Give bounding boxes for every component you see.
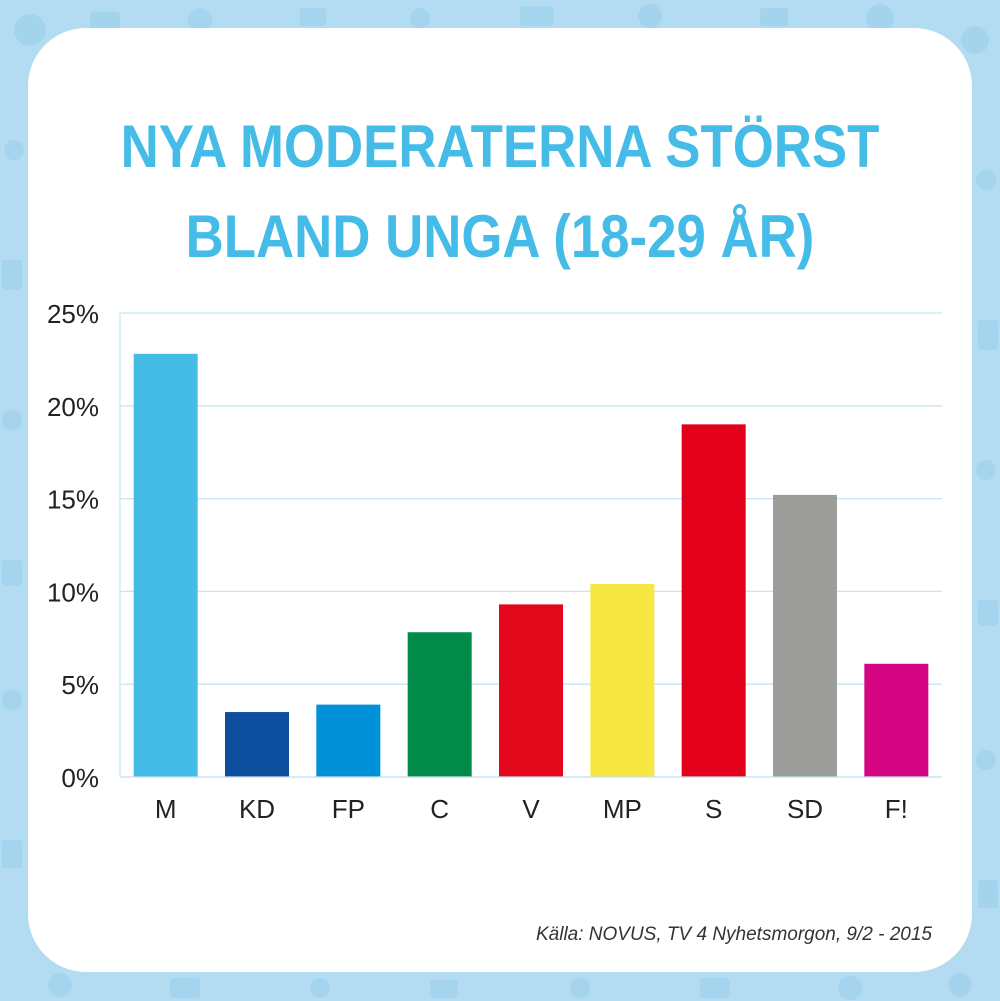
- bar-mp: [590, 583, 655, 777]
- bar-v: [499, 604, 563, 777]
- bar-sd: [773, 494, 837, 777]
- y-tick-label: 25%: [47, 299, 99, 329]
- bar-c: [407, 632, 472, 777]
- y-tick-label: 20%: [47, 392, 99, 422]
- y-tick-label: 15%: [47, 485, 99, 515]
- chart-title: NYA MODERATERNA STÖRST BLAND UNGA (18-29…: [85, 102, 916, 282]
- x-tick-label: MP: [603, 794, 642, 824]
- x-tick-label: KD: [239, 794, 275, 824]
- bar-f: [864, 663, 929, 777]
- bar-s: [681, 424, 746, 777]
- title-line-1: NYA MODERATERNA STÖRST: [120, 113, 880, 180]
- source-note: Källa: NOVUS, TV 4 Nyhetsmorgon, 9/2 - 2…: [535, 924, 932, 945]
- x-tick-label: C: [430, 794, 449, 824]
- title-line-2: BLAND UNGA (18-29 ÅR): [185, 203, 815, 270]
- x-tick-label: V: [522, 794, 540, 824]
- y-tick-label: 10%: [47, 577, 99, 607]
- bar-fp: [316, 704, 381, 777]
- bar-kd: [225, 712, 289, 777]
- x-tick-label: M: [155, 794, 177, 824]
- x-tick-label: SD: [787, 794, 823, 824]
- x-tick-label: FP: [332, 794, 365, 824]
- x-tick-label: F!: [885, 794, 908, 824]
- y-tick-label: 5%: [61, 670, 99, 700]
- bar-m: [133, 353, 198, 777]
- x-tick-label: S: [705, 794, 722, 824]
- y-tick-label: 0%: [61, 763, 99, 793]
